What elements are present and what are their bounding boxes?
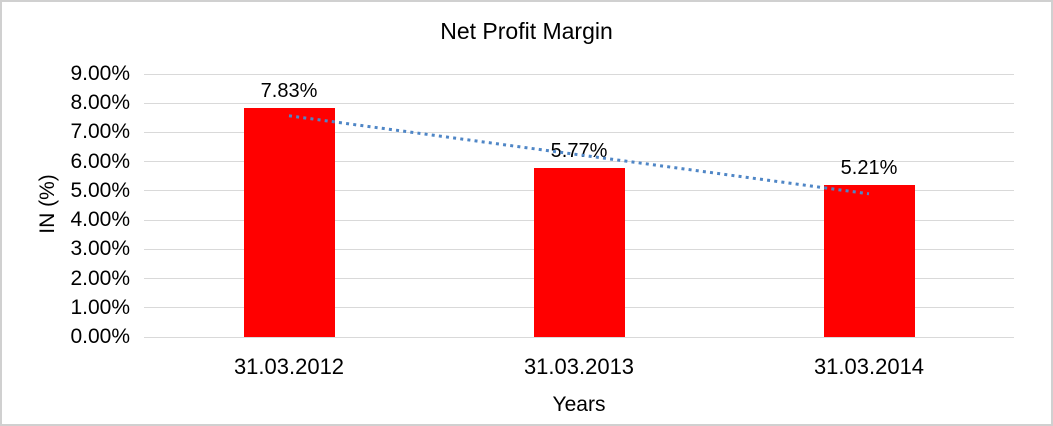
y-axis-tick-label: 0.00% [70, 325, 130, 348]
gridline [144, 102, 1014, 104]
y-axis-tick-label: 5.00% [70, 178, 130, 202]
bar [243, 108, 335, 337]
x-axis-tick-label: 31.03.2013 [523, 354, 635, 379]
bar [823, 184, 915, 337]
x-axis-tick-label: 31.03.2014 [813, 354, 925, 379]
bar-value-label: 5.77% [550, 140, 608, 163]
y-axis-tick-label: 7.00% [70, 120, 130, 144]
chart-title: Net Profit Margin [440, 18, 613, 44]
bar-value-label: 7.83% [260, 80, 318, 103]
y-axis-tick-label: 6.00% [70, 149, 130, 173]
y-axis-tick-label: 8.00% [70, 91, 130, 115]
y-axis-tick-label: 3.00% [70, 237, 130, 261]
gridline [144, 161, 1014, 163]
y-axis-tick-label: 9.00% [70, 62, 130, 85]
gridline [144, 336, 1014, 338]
trendline [288, 114, 870, 196]
gridline [144, 73, 1014, 75]
bar-value-label: 5.21% [840, 156, 898, 179]
y-axis-tick-label: 2.00% [70, 266, 130, 290]
x-axis-title: Years [552, 393, 606, 416]
x-axis-tick-label: 31.03.2012 [233, 354, 345, 379]
gridline [144, 131, 1014, 133]
bar [533, 168, 625, 337]
y-axis-tick-label: 1.00% [70, 295, 130, 319]
plot-area: 7.83% 5.77% 5.21% [144, 73, 1014, 338]
y-axis-tick-label: 4.00% [70, 208, 130, 232]
